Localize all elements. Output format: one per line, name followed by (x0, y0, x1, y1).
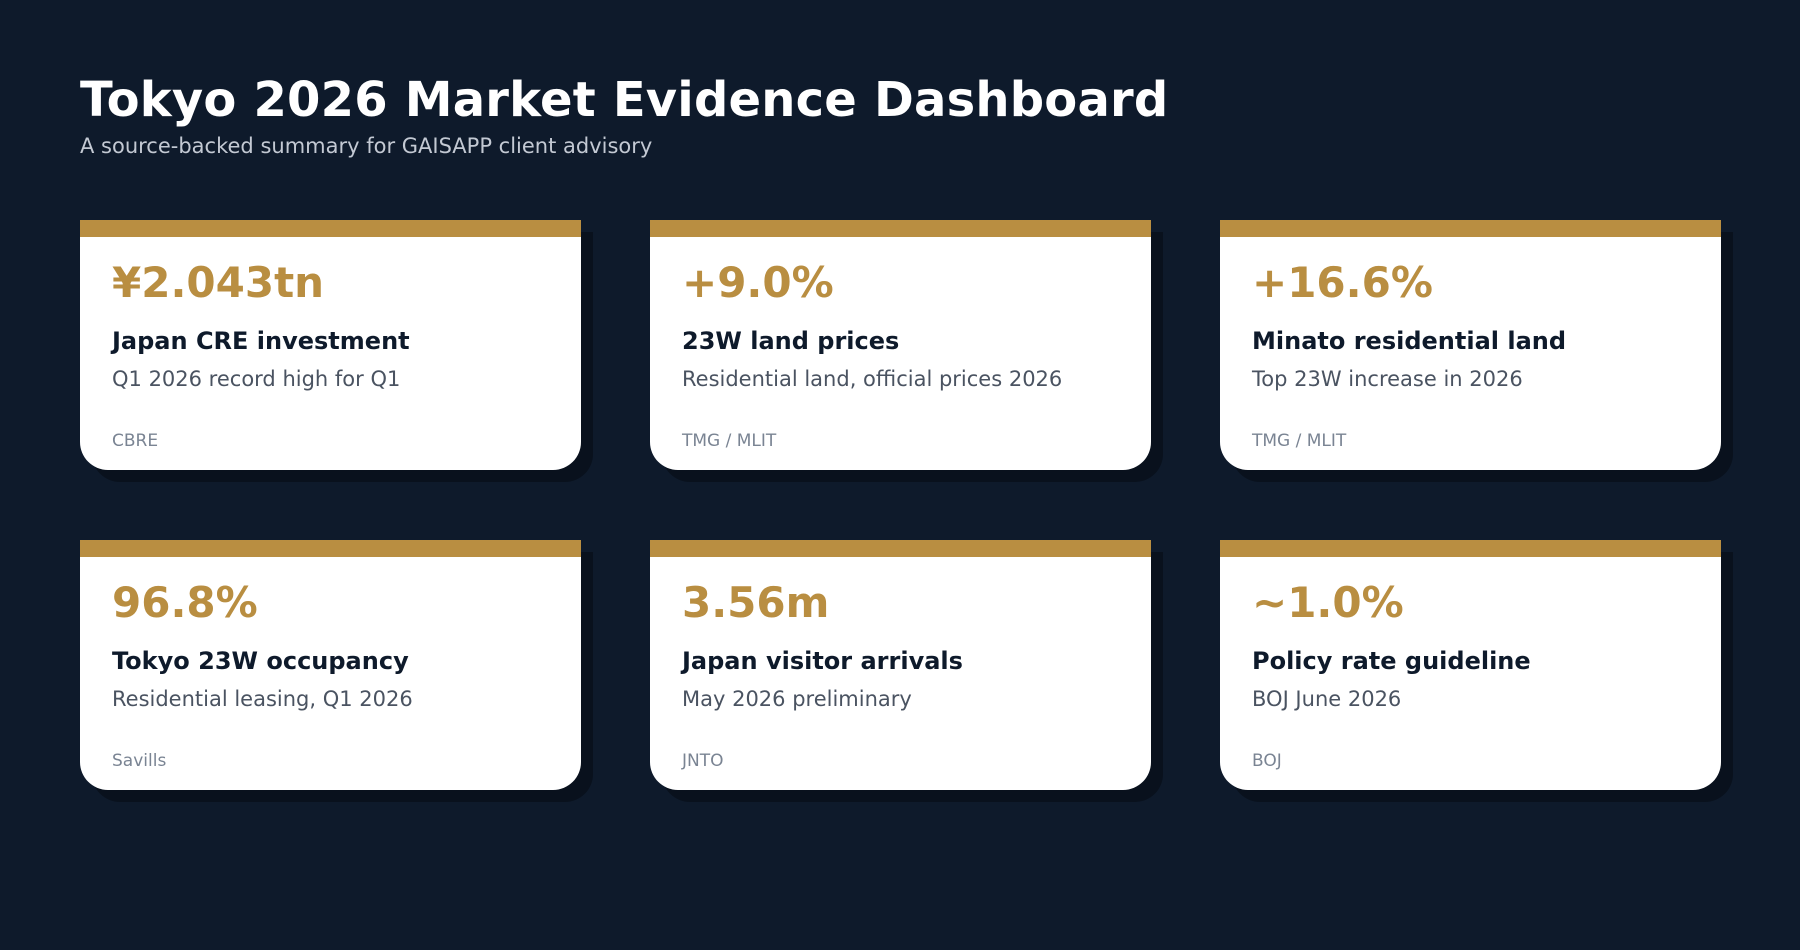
card-accent-bar (650, 540, 1151, 557)
card-description: BOJ June 2026 (1252, 687, 1402, 711)
card-description: May 2026 preliminary (682, 687, 912, 711)
card-label: Japan CRE investment (112, 327, 410, 355)
card-label: Policy rate guideline (1252, 647, 1531, 675)
card-value: ¥2.043tn (112, 258, 325, 307)
card-value: ~1.0% (1252, 578, 1404, 627)
metric-card-visitor-arrivals: 3.56m Japan visitor arrivals May 2026 pr… (650, 540, 1151, 790)
card-accent-bar (80, 220, 581, 237)
page-subtitle: A source-backed summary for GAISAPP clie… (80, 134, 653, 158)
metric-card-minato-land: +16.6% Minato residential land Top 23W i… (1220, 220, 1721, 470)
card-source: JNTO (682, 751, 724, 771)
card-value: 96.8% (112, 578, 258, 627)
card-description: Top 23W increase in 2026 (1252, 367, 1523, 391)
card-description: Residential leasing, Q1 2026 (112, 687, 413, 711)
card-accent-bar (1220, 540, 1721, 557)
card-value: +16.6% (1252, 258, 1433, 307)
card-label: 23W land prices (682, 327, 900, 355)
card-value: 3.56m (682, 578, 830, 627)
card-label: Tokyo 23W occupancy (112, 647, 409, 675)
card-value: +9.0% (682, 258, 834, 307)
card-source: Savills (112, 751, 167, 771)
metric-card-cre-investment: ¥2.043tn Japan CRE investment Q1 2026 re… (80, 220, 581, 470)
dashboard-header: Tokyo 2026 Market Evidence Dashboard A s… (80, 72, 1169, 160)
metric-card-occupancy: 96.8% Tokyo 23W occupancy Residential le… (80, 540, 581, 790)
card-source: BOJ (1252, 751, 1282, 771)
card-accent-bar (1220, 220, 1721, 237)
metric-card-land-prices: +9.0% 23W land prices Residential land, … (650, 220, 1151, 470)
metric-card-policy-rate: ~1.0% Policy rate guideline BOJ June 202… (1220, 540, 1721, 790)
card-accent-bar (650, 220, 1151, 237)
page-title: Tokyo 2026 Market Evidence Dashboard (80, 72, 1169, 128)
card-label: Minato residential land (1252, 327, 1567, 355)
card-accent-bar (80, 540, 581, 557)
card-source: CBRE (112, 431, 159, 451)
card-description: Q1 2026 record high for Q1 (112, 367, 401, 391)
metric-card-grid: ¥2.043tn Japan CRE investment Q1 2026 re… (80, 220, 1721, 790)
card-source: TMG / MLIT (1252, 431, 1347, 451)
card-description: Residential land, official prices 2026 (682, 367, 1063, 391)
card-label: Japan visitor arrivals (682, 647, 963, 675)
card-source: TMG / MLIT (682, 431, 777, 451)
